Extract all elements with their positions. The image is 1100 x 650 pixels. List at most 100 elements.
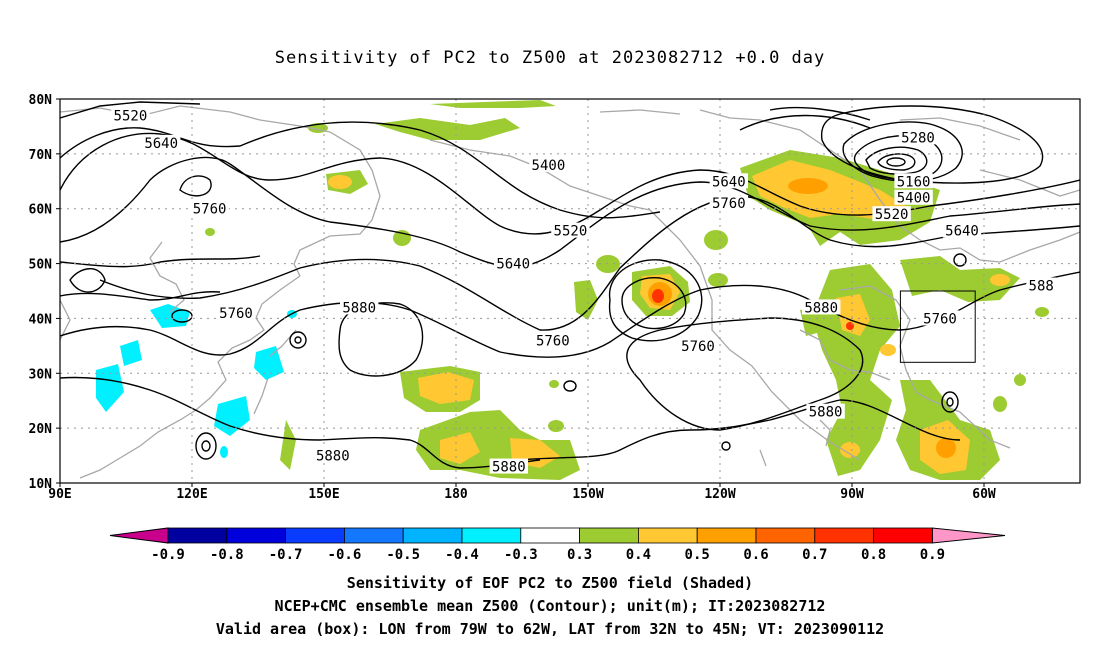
contour-label-bg (111, 107, 150, 123)
colorbar-swatch (696, 527, 757, 544)
lon-label: 90W (840, 487, 864, 502)
colorbar-label: -0.8 (210, 547, 244, 563)
contour-label-bg (872, 206, 911, 222)
colorbar-swatch (226, 527, 287, 544)
contour-label-bg (920, 310, 960, 326)
caption-line-1: Sensitivity of EOF PC2 to Z500 field (Sh… (346, 574, 754, 592)
contour-label-bg (489, 458, 528, 474)
contour-label-bg (709, 173, 748, 189)
map-frame (59, 98, 1081, 484)
map-title: Sensitivity of PC2 to Z500 at 2023082712… (274, 48, 826, 68)
contour-label-bg (806, 403, 845, 419)
contour-label: 588 (1029, 279, 1054, 295)
contour-label: 5760 (193, 202, 227, 218)
contour-label: 5640 (945, 224, 979, 240)
contour-label: 5760 (923, 311, 957, 327)
longitude-axis: 90E 120E 150E 180 150W 120W 90W 60W (48, 483, 996, 502)
colorbar-label: -0.3 (504, 547, 538, 563)
lon-label: 120W (704, 487, 735, 502)
colorbar-swatch (167, 527, 228, 544)
colorbar-swatch (520, 527, 580, 544)
contour-label-bg (802, 299, 841, 315)
contour-label: 5880 (804, 300, 838, 316)
valid-area-box (899, 290, 976, 363)
contour-label: 5760 (712, 196, 746, 212)
colorbar-swatch (814, 527, 874, 544)
colorbar-label: 0.4 (626, 547, 651, 563)
contour-label: 5520 (114, 108, 148, 124)
colorbar-label: 0.7 (802, 547, 827, 563)
caption-line-3: Valid area (box): LON from 79W to 62W, L… (215, 620, 885, 638)
contour-label: 5880 (342, 300, 376, 316)
contour-label: 5160 (897, 174, 931, 190)
contour-label-bg (551, 222, 590, 238)
lat-label: 40N (29, 312, 53, 327)
colorbar-label: 0.6 (743, 547, 768, 563)
contour-label-bg (1026, 277, 1057, 293)
colorbar-swatch (343, 527, 404, 544)
lat-label: 80N (29, 93, 53, 108)
lon-label: 120E (176, 487, 207, 502)
contour-label: 5400 (532, 158, 566, 174)
colorbar-label: 0.8 (861, 547, 886, 563)
colorbar-right-tip (931, 527, 1006, 544)
contour-label-bg (533, 332, 572, 348)
colorbar-label: 0.9 (920, 547, 945, 563)
contour-label-bg (494, 255, 533, 271)
lat-label: 50N (29, 258, 53, 273)
colorbar-swatch (579, 527, 639, 544)
latitude-axis: 80N 70N 60N 50N 40N 30N 20N 10N (29, 93, 60, 492)
contour-label: 5640 (496, 257, 530, 273)
contour-label-bg (709, 195, 748, 211)
contour-label-bg (313, 447, 352, 463)
colorbar-label: -0.4 (445, 547, 479, 563)
colorbar-swatch (638, 527, 698, 544)
colorbar: -0.9 -0.8 -0.7 -0.6 -0.5 -0.4 -0.3 0.3 0.4 0.5 0.6… (109, 527, 1006, 563)
lon-label: 90E (48, 487, 71, 502)
contour-label: 5880 (316, 449, 350, 465)
contour-label: 5520 (554, 224, 588, 240)
contour-label: 5640 (144, 136, 178, 152)
colorbar-left-tip (109, 527, 169, 544)
contour-label-bg (678, 337, 718, 353)
contour-label-bg (894, 189, 933, 205)
contour-label: 5280 (901, 130, 935, 146)
contour-label-bg (898, 129, 938, 145)
contour-label-bg (190, 200, 229, 216)
contour-label: 5400 (897, 191, 931, 207)
contour-label-bg (942, 222, 982, 238)
lat-label: 30N (29, 367, 53, 382)
lat-label: 70N (29, 148, 53, 163)
contour-label-bg (142, 134, 181, 150)
colorbar-label: -0.9 (151, 547, 185, 563)
colorbar-label: 0.3 (567, 547, 592, 563)
colorbar-label: -0.6 (328, 547, 362, 563)
contour-label-bg (529, 156, 568, 172)
colorbar-label: 0.5 (685, 547, 710, 563)
colorbar-swatch (285, 527, 345, 544)
lon-label: 150E (308, 487, 339, 502)
colorbar-swatch (461, 527, 522, 544)
colorbar-label: -0.5 (386, 547, 420, 563)
lon-label: 60W (972, 487, 996, 502)
contour-label-bg (216, 304, 256, 320)
contour-label-bg (894, 173, 933, 189)
contour-label: 5760 (536, 333, 570, 349)
lon-label: 150W (572, 487, 603, 502)
contour-label: 5880 (809, 405, 843, 421)
caption-line-2: NCEP+CMC ensemble mean Z500 (Contour); u… (274, 597, 826, 615)
colorbar-label: -0.7 (269, 547, 303, 563)
lat-label: 10N (29, 477, 53, 492)
lon-label: 180 (444, 487, 468, 502)
contour-label-bg (340, 299, 379, 315)
contour-label: 5880 (492, 460, 526, 476)
contour-label: 5640 (712, 174, 746, 190)
contour-label: 5760 (219, 306, 253, 322)
lat-label: 20N (29, 422, 53, 437)
colorbar-swatch (873, 527, 933, 544)
contour-label: 5520 (875, 207, 909, 223)
lat-label: 60N (29, 203, 53, 218)
contour-label: 5760 (681, 339, 715, 355)
